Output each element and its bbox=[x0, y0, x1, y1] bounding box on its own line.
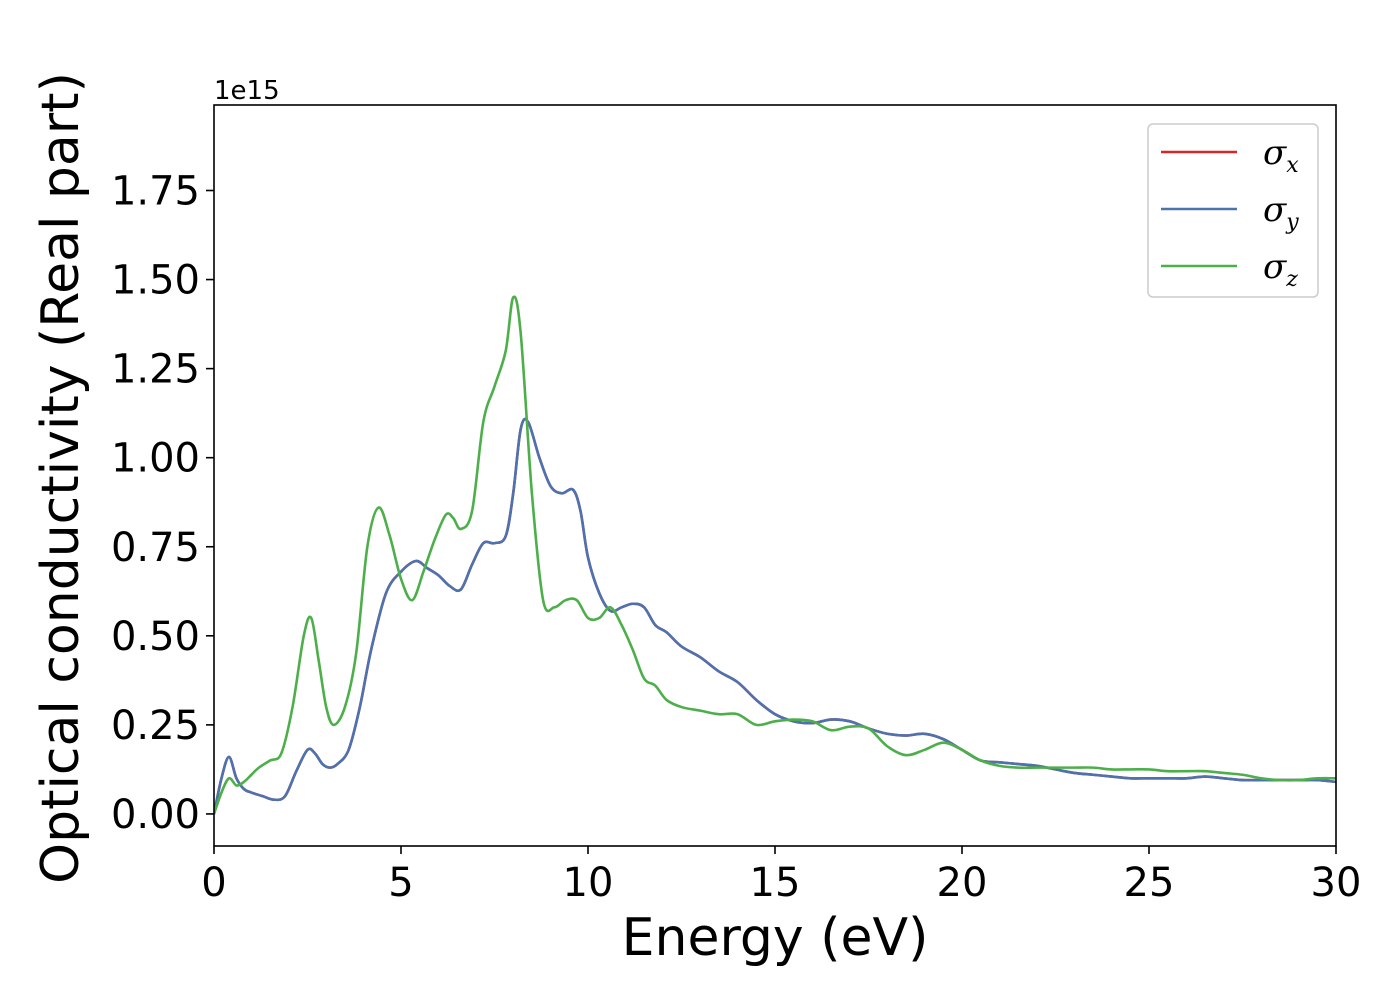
y-tick-label: 0.25 bbox=[111, 703, 200, 749]
x-tick-label: 25 bbox=[1124, 860, 1175, 906]
x-tick-label: 30 bbox=[1311, 860, 1362, 906]
series-line-sigma-x bbox=[214, 417, 1336, 815]
x-tick-label: 20 bbox=[937, 860, 988, 906]
y-tick-label: 1.50 bbox=[111, 258, 200, 304]
legend-box bbox=[1147, 123, 1319, 298]
y-tick-label: 1.75 bbox=[111, 169, 200, 215]
y-axis-title: Optical conductivity (Real part) bbox=[31, 72, 91, 884]
legend-label-sigma-x: σx bbox=[1263, 133, 1299, 178]
x-tick-label: 15 bbox=[750, 860, 801, 906]
x-axis-ticks: 0 5 10 15 20 25 30 bbox=[201, 846, 1361, 906]
y-tick-label: 0.75 bbox=[111, 525, 200, 571]
series-line-sigma-z bbox=[214, 295, 1336, 815]
y-tick-label: 1.00 bbox=[111, 436, 200, 482]
x-axis-title: Energy (eV) bbox=[622, 908, 929, 968]
y-tick-label: 1.25 bbox=[111, 347, 200, 393]
y-offset-label: 1e15 bbox=[214, 76, 280, 106]
x-tick-label: 0 bbox=[201, 860, 226, 906]
series-layer bbox=[214, 295, 1336, 815]
y-tick-label: 0.50 bbox=[111, 614, 200, 660]
legend-label-sigma-y: σy bbox=[1263, 190, 1299, 235]
x-tick-label: 10 bbox=[563, 860, 614, 906]
series-line-sigma-y bbox=[214, 417, 1336, 815]
x-tick-label: 5 bbox=[388, 860, 413, 906]
y-tick-label: 0.00 bbox=[111, 792, 200, 838]
y-axis-ticks: 0.00 0.25 0.50 0.75 1.00 1.25 1.50 1.75 bbox=[111, 169, 214, 838]
